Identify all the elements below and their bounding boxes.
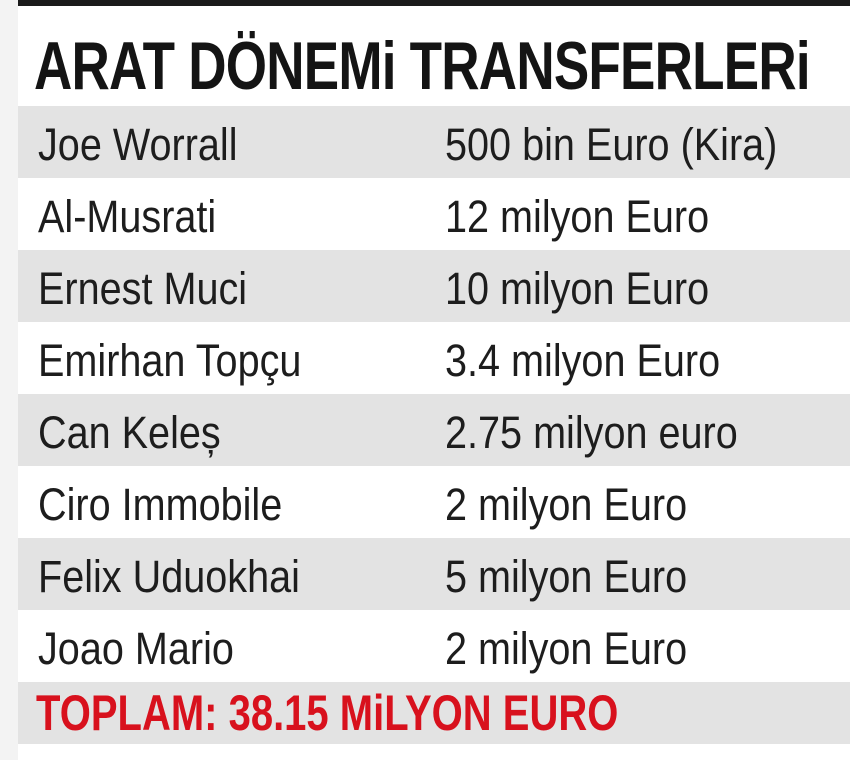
player-name: Felix Uduokhai <box>38 551 300 602</box>
player-name: Joao Mario <box>38 623 234 674</box>
player-name: Joe Worrall <box>38 119 238 170</box>
top-border <box>0 0 850 6</box>
total-row: TOPLAM: 38.15 MiLYON EURO <box>18 682 850 744</box>
table-row: Felix Uduokhai 5 milyon Euro <box>18 538 850 610</box>
transfer-fee: 2.75 milyon euro <box>445 407 738 458</box>
table-row: Al-Musrati 12 milyon Euro <box>18 178 850 250</box>
player-name: Ciro Immobile <box>38 479 283 530</box>
player-name: Emirhan Topçu <box>38 335 302 386</box>
transfer-fee: 2 milyon Euro <box>445 479 688 530</box>
table-row: Ernest Muci 10 milyon Euro <box>18 250 850 322</box>
table-row: Joe Worrall 500 bin Euro (Kira) <box>18 106 850 178</box>
left-margin <box>0 0 18 760</box>
table-row: Can Keleș 2.75 milyon euro <box>18 394 850 466</box>
transfer-fee: 500 bin Euro (Kira) <box>445 119 778 170</box>
transfer-fee: 10 milyon Euro <box>445 263 710 314</box>
table-row: Joao Mario 2 milyon Euro <box>18 610 850 682</box>
player-name: Al-Musrati <box>38 191 217 242</box>
transfers-table: Joe Worrall 500 bin Euro (Kira) Al-Musra… <box>18 106 850 682</box>
player-name: Can Keleș <box>38 407 221 458</box>
transfer-fee: 5 milyon Euro <box>445 551 688 602</box>
total-amount: TOPLAM: 38.15 MiLYON EURO <box>36 685 619 741</box>
player-name: Ernest Muci <box>38 263 248 314</box>
infographic-title: ARAT DÖNEMi TRANSFERLERi <box>34 28 811 104</box>
table-row: Emirhan Topçu 3.4 milyon Euro <box>18 322 850 394</box>
transfer-fee: 12 milyon Euro <box>445 191 710 242</box>
transfer-fee: 2 milyon Euro <box>445 623 688 674</box>
transfer-fee: 3.4 milyon Euro <box>445 335 721 386</box>
table-row: Ciro Immobile 2 milyon Euro <box>18 466 850 538</box>
